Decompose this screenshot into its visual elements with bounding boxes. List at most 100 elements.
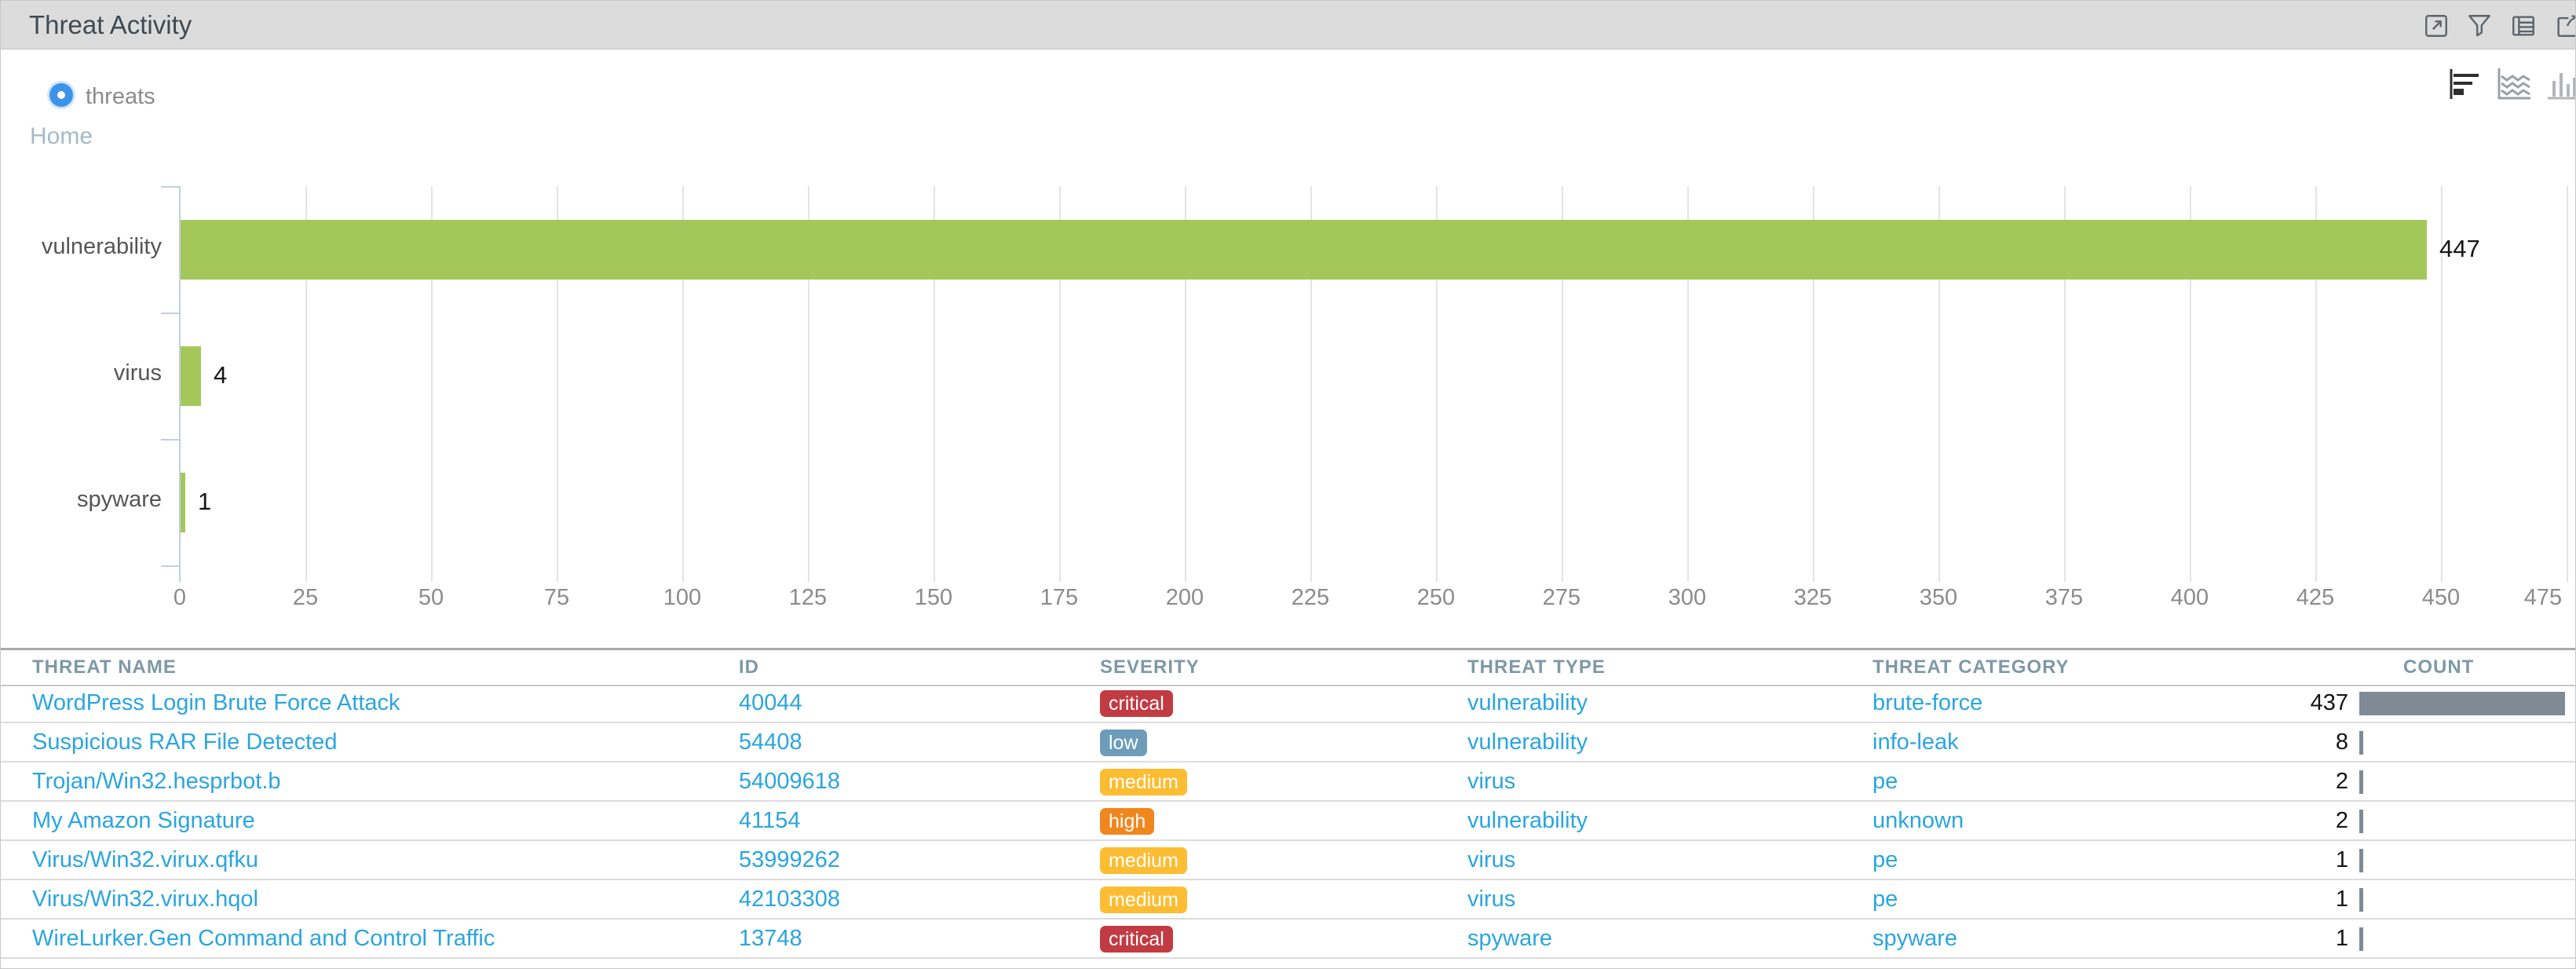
threat-type-link[interactable]: virus	[1467, 847, 1516, 872]
count-value: 1	[2335, 847, 2348, 872]
threat-id-link[interactable]: 54408	[739, 729, 802, 755]
x-axis-tick-label: 225	[1291, 585, 1330, 610]
chart-gridline	[1436, 186, 1438, 582]
threat-category-link[interactable]: pe	[1873, 769, 1898, 794]
x-axis-tick-label: 450	[2421, 585, 2461, 610]
y-axis-tick	[161, 313, 180, 314]
x-axis-tick-label: 475	[2523, 585, 2563, 610]
y-axis-line	[179, 186, 181, 582]
count-value: 8	[2335, 729, 2348, 755]
area-chart-icon[interactable]	[2494, 67, 2532, 101]
column-header-threat-category[interactable]: THREAT CATEGORY	[1873, 656, 2070, 678]
table-header-row: THREAT NAME ID SEVERITY THREAT TYPE THREAT C…	[1, 648, 2575, 686]
table-row: WordPress Login Brute Force Attack 40044 c…	[1, 684, 2575, 723]
table-row: WireLurker.Gen Command and Control Traff…	[1, 920, 2575, 959]
threat-name-link[interactable]: Suspicious RAR File Detected	[32, 729, 338, 755]
x-axis-tick-label: 375	[2044, 585, 2084, 610]
threat-id-link[interactable]: 41154	[739, 808, 801, 833]
table-row: Trojan/Win32.hesprbot.b 54009618 medium vir…	[1, 762, 2575, 802]
chart-bar[interactable]	[181, 220, 2427, 280]
threat-category-link[interactable]: info-leak	[1873, 729, 1959, 755]
count-bar	[2359, 849, 2363, 872]
export-icon[interactable]	[2554, 13, 2575, 39]
x-axis-tick-label: 125	[788, 585, 828, 610]
threat-name-link[interactable]: WireLurker.Gen Command and Control Traff…	[32, 926, 495, 951]
severity-cell: medium	[1100, 880, 1187, 918]
severity-badge: critical	[1100, 690, 1173, 717]
chart-gridline	[2190, 186, 2191, 582]
severity-badge: medium	[1100, 887, 1187, 913]
column-header-id[interactable]: ID	[739, 656, 759, 678]
x-axis-tick-label: 350	[1919, 585, 1958, 610]
threat-type-link[interactable]: virus	[1467, 769, 1516, 794]
x-axis-tick-label: 75	[543, 585, 570, 610]
table-row: Suspicious RAR File Detected 54408 low vuln…	[1, 723, 2575, 762]
chart-gridline	[2441, 186, 2443, 582]
chart-gridline	[2567, 186, 2568, 582]
horizontal-bar-chart-icon[interactable]	[2447, 67, 2485, 101]
threat-id-link[interactable]: 40044	[739, 690, 802, 715]
threat-name-link[interactable]: Virus/Win32.virux.qfku	[32, 847, 258, 872]
widget-title: Threat Activity	[29, 10, 192, 39]
count-bar	[2359, 810, 2363, 833]
table-row: My Amazon Signature 41154 high vulnerabilit…	[1, 802, 2575, 841]
threat-category-link[interactable]: unknown	[1873, 808, 1964, 833]
column-header-threat-type[interactable]: THREAT TYPE	[1467, 656, 1606, 678]
y-axis-tick	[161, 439, 180, 441]
threat-category-link[interactable]: brute-force	[1873, 690, 1983, 715]
threat-type-link[interactable]: vulnerability	[1467, 808, 1588, 833]
chart-gridline	[1687, 186, 1689, 582]
x-axis-tick-label: 200	[1165, 585, 1204, 610]
severity-badge: critical	[1100, 926, 1173, 953]
threat-name-link[interactable]: Trojan/Win32.hesprbot.b	[32, 769, 281, 794]
filter-icon[interactable]	[2466, 13, 2493, 39]
threats-radio-label: threats	[86, 84, 155, 109]
threat-id-link[interactable]: 54009618	[739, 769, 841, 794]
chart-gridline	[1185, 186, 1186, 582]
severity-badge: medium	[1100, 847, 1187, 874]
threat-id-link[interactable]: 13748	[739, 926, 802, 951]
chart-gridline	[808, 186, 809, 582]
table-view-icon[interactable]	[2510, 13, 2537, 39]
threat-category-link[interactable]: pe	[1873, 847, 1898, 872]
threats-radio[interactable]	[49, 83, 73, 107]
x-axis-tick-label: 150	[914, 585, 953, 610]
threat-id-link[interactable]: 42103308	[739, 887, 841, 912]
severity-cell: critical	[1100, 684, 1173, 722]
count-bar	[2359, 888, 2363, 912]
y-axis-tick	[161, 186, 180, 188]
column-header-severity[interactable]: SEVERITY	[1100, 656, 1200, 678]
breadcrumb-home-link[interactable]: Home	[30, 123, 93, 149]
threat-id-link[interactable]: 53999262	[739, 847, 841, 872]
threat-name-link[interactable]: Virus/Win32.virux.hqol	[32, 887, 258, 912]
threat-name-link[interactable]: WordPress Login Brute Force Attack	[32, 690, 400, 715]
chart-gridline	[1938, 186, 1940, 582]
y-axis-tick	[161, 565, 180, 567]
chart-gridline	[2064, 186, 2066, 582]
threat-type-link[interactable]: vulnerability	[1467, 729, 1588, 755]
threat-type-link[interactable]: vulnerability	[1467, 690, 1588, 715]
x-axis-tick-label: 50	[418, 585, 444, 610]
column-chart-icon[interactable]	[2543, 67, 2575, 101]
chart-gridline	[1813, 186, 1814, 582]
widget-title-bar: Threat Activity	[1, 1, 2575, 49]
threat-category-link[interactable]: spyware	[1873, 926, 1957, 951]
threat-category-link[interactable]: pe	[1873, 887, 1898, 912]
chart-bar[interactable]	[181, 346, 201, 406]
threat-name-link[interactable]: My Amazon Signature	[32, 808, 255, 833]
chart-gridline	[1059, 186, 1061, 582]
chart-gridline	[305, 186, 307, 582]
chart-gridline	[1562, 186, 1563, 582]
table-row: Virus/Win32.virux.qfku 53999262 medium viru…	[1, 841, 2575, 880]
x-axis-tick-label: 325	[1793, 585, 1832, 610]
threat-type-link[interactable]: virus	[1467, 887, 1516, 912]
column-header-threat-name[interactable]: THREAT NAME	[32, 656, 177, 678]
category-label: spyware	[77, 487, 162, 512]
bar-value-label: 447	[2439, 235, 2480, 262]
threat-type-link[interactable]: spyware	[1467, 926, 1552, 951]
chart-bar[interactable]	[181, 473, 185, 532]
open-in-window-icon[interactable]	[2423, 13, 2450, 39]
column-header-count[interactable]: COUNT	[2403, 656, 2475, 678]
chart-gridline	[682, 186, 684, 582]
